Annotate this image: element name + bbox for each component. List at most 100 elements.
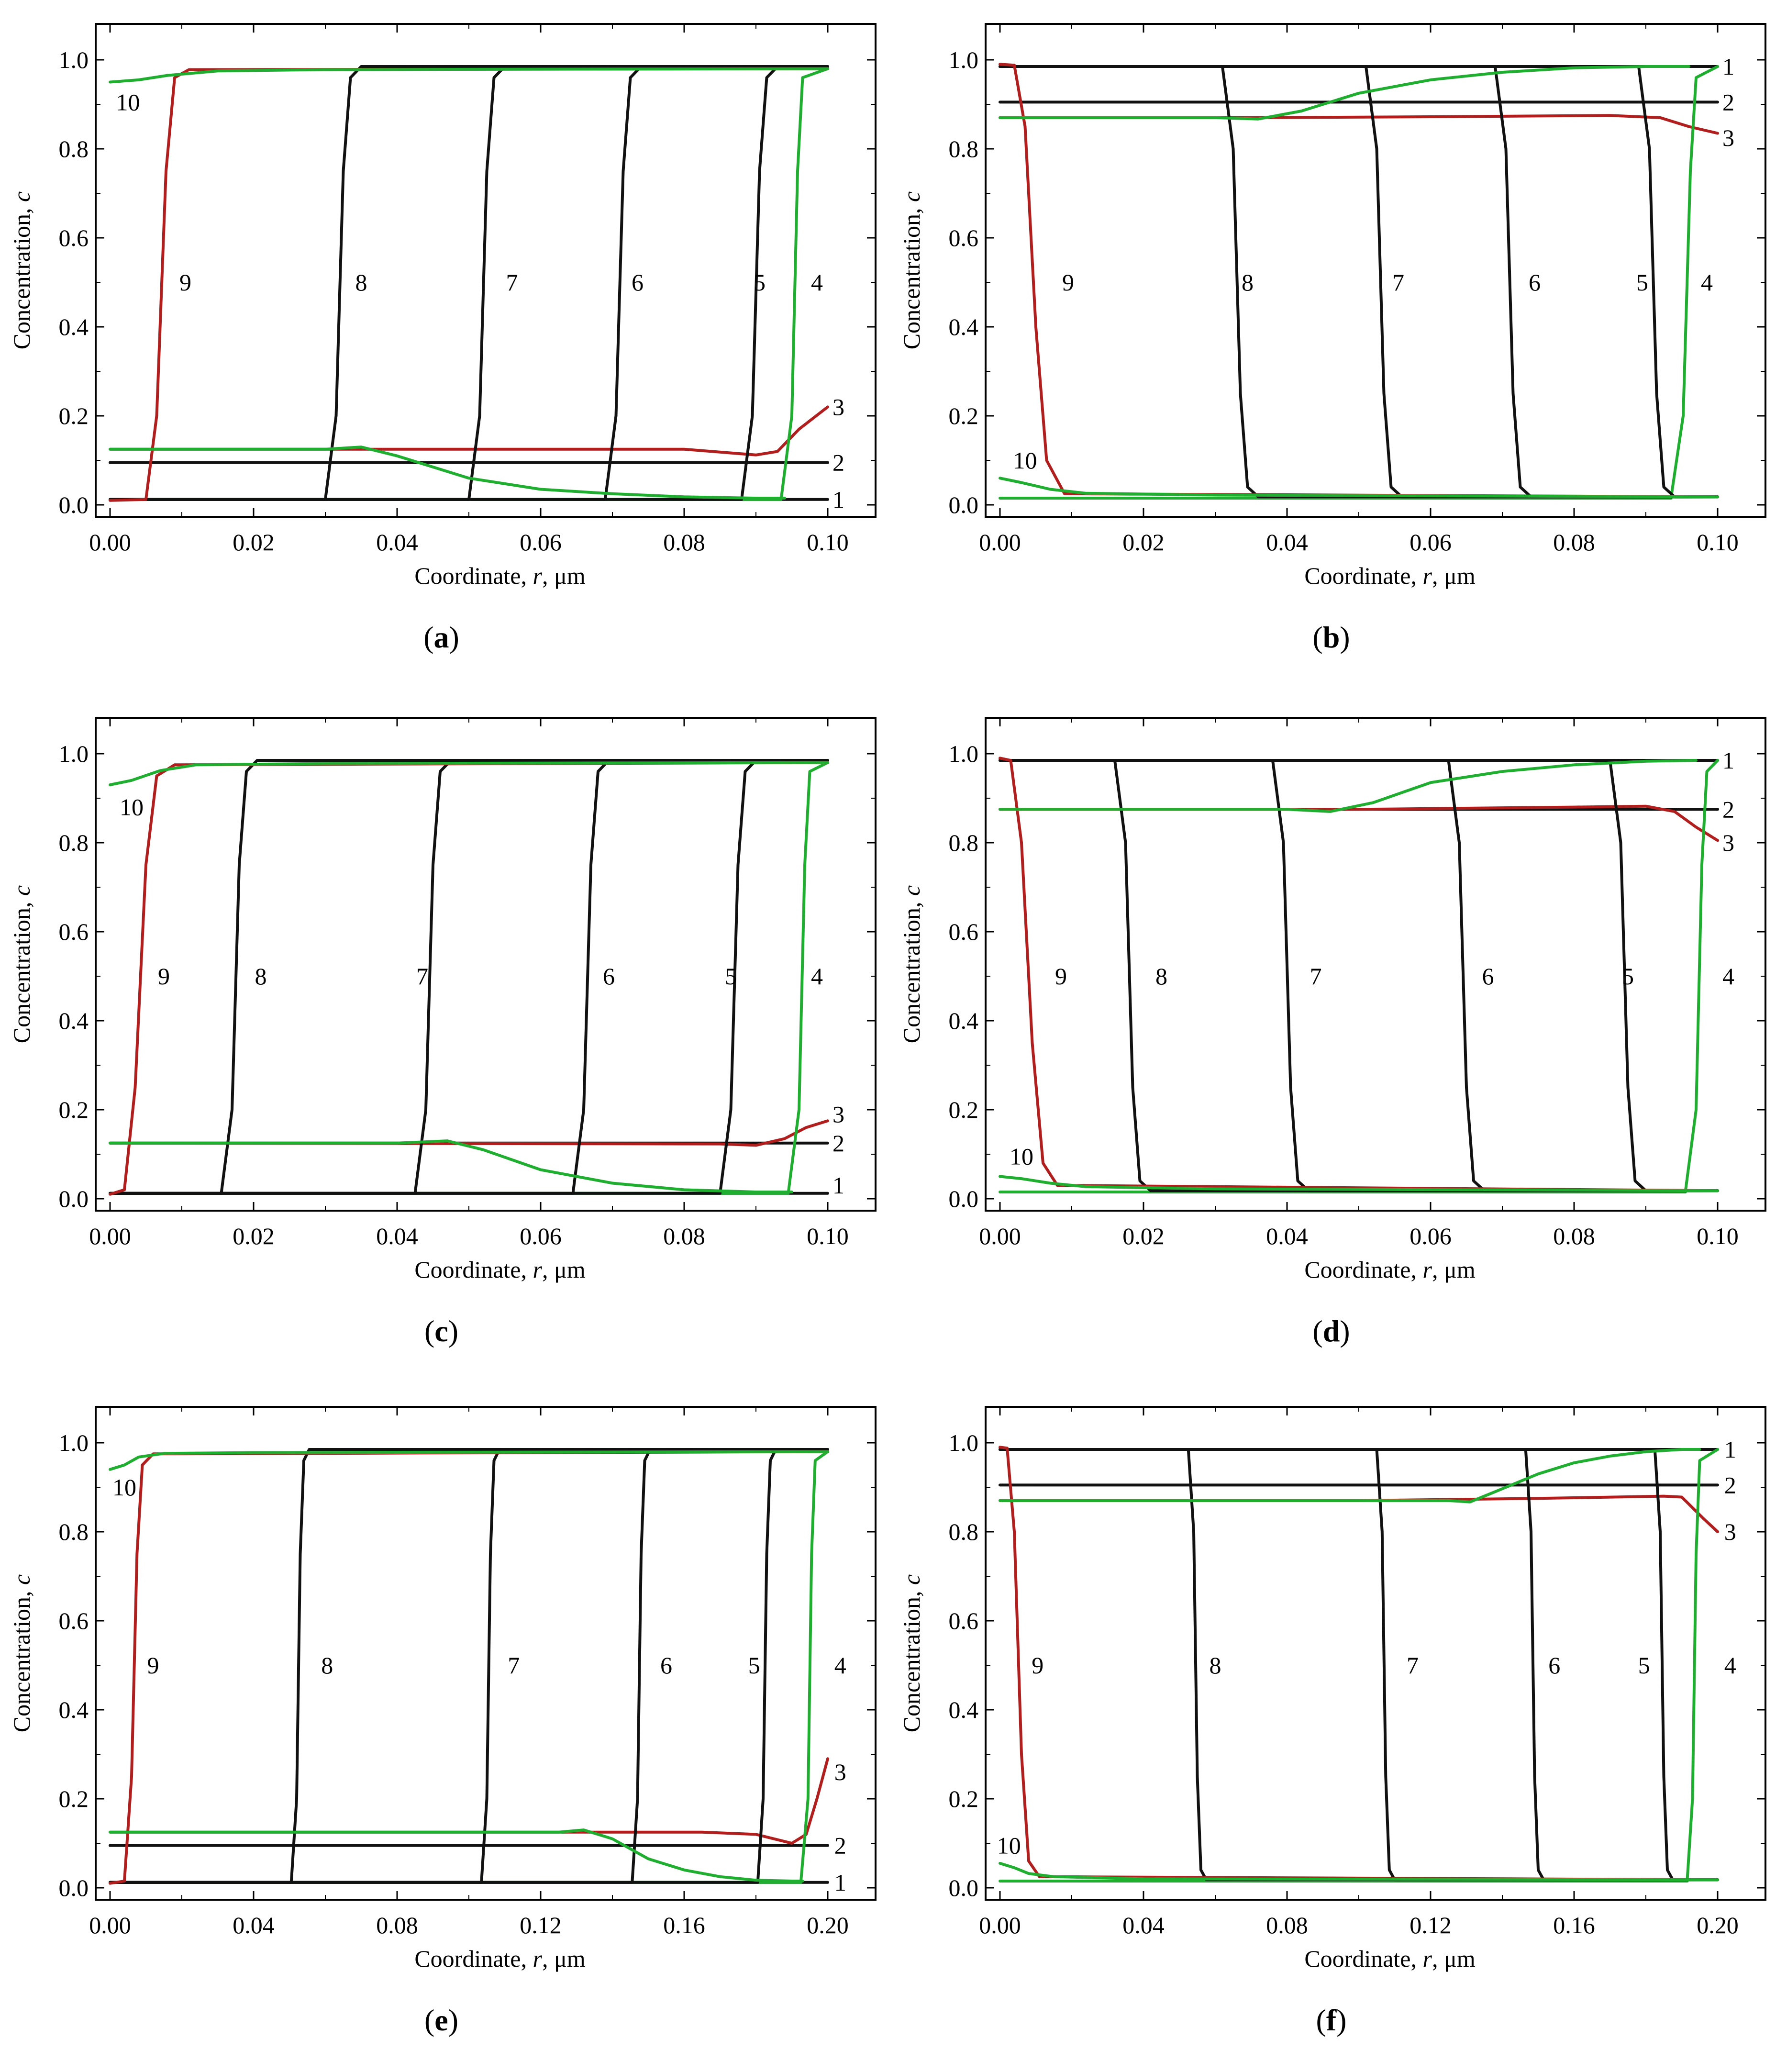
y-tick-label: 1.0 <box>949 46 979 73</box>
x-tick-label: 0.08 <box>663 529 705 556</box>
series-line-8 <box>109 65 829 501</box>
curve-label-3: 3 <box>832 1101 844 1127</box>
x-axis-title: Coordinate, r, μm <box>1304 562 1475 589</box>
y-tick-label: 0.2 <box>949 1785 979 1812</box>
panel-caption-b: (b) <box>1312 620 1350 654</box>
y-axis-title-var: c <box>898 191 925 202</box>
y-axis-title-prefix: Concentration, <box>898 896 925 1043</box>
y-tick-label: 0.0 <box>949 1185 979 1212</box>
series-line-6 <box>999 65 1719 499</box>
curve-label-3: 3 <box>1722 124 1734 151</box>
curve-label-6: 6 <box>660 1652 672 1679</box>
curve-label-8: 8 <box>1155 963 1167 990</box>
y-axis-title: Concentration, c <box>8 191 35 349</box>
x-tick-label: 0.00 <box>89 529 131 556</box>
panel-caption-c: (c) <box>424 1314 459 1348</box>
curve-label-9: 9 <box>158 963 170 990</box>
panel-c: 0.00 0.02 0.04 0.06 0.08 0.10 0.0 0.2 0.4 0.6 0.8 1… <box>0 694 883 1383</box>
series-line-3 <box>999 804 1719 842</box>
y-axis-title: Concentration, c <box>8 1574 35 1732</box>
series-line-8 <box>999 1448 1719 1882</box>
x-tick-label: 0.00 <box>89 1912 131 1938</box>
curve-label-1: 1 <box>834 1869 846 1896</box>
chart-f: 0.00 0.04 0.08 0.12 0.16 0.20 0.0 0.2 0.4 0.6 0.8 1… <box>898 1406 1766 1972</box>
curve-label-9: 9 <box>1032 1652 1043 1679</box>
series-line-10 <box>999 1861 1719 1882</box>
curve-label-5: 5 <box>1636 269 1648 296</box>
x-tick-label: 0.12 <box>1410 1912 1452 1938</box>
x-axis-title: Coordinate, r, μm <box>414 562 585 589</box>
y-tick-label: 0.8 <box>949 1518 979 1545</box>
curve-label-6: 6 <box>1529 269 1541 296</box>
y-tick-label: 0.6 <box>949 918 979 945</box>
series-line-4 <box>109 1450 829 1884</box>
y-axis: 0.0 0.2 0.4 0.6 0.8 1.0 <box>949 46 1765 518</box>
series-line-10 <box>109 761 829 787</box>
x-axis-title-unit: , μm <box>1432 1945 1476 1972</box>
x-axis-title-prefix: Coordinate, <box>414 1945 533 1972</box>
y-tick-label: 0.0 <box>949 491 979 518</box>
x-axis-title: Coordinate, r, μm <box>414 1256 585 1283</box>
curve-label-8: 8 <box>255 963 267 990</box>
curve-label-10: 10 <box>1010 1143 1033 1170</box>
y-tick-label: 0.6 <box>59 918 89 945</box>
chart-a: 0.00 0.02 0.04 0.06 0.08 0.10 0.0 0.2 0.4 0.6 0.8 1… <box>8 23 877 589</box>
curve-label-8: 8 <box>1242 269 1254 296</box>
y-tick-label: 0.4 <box>949 1007 979 1034</box>
series-group <box>999 757 1719 1193</box>
plot-frame <box>95 1406 877 1901</box>
curve-label-2: 2 <box>834 1832 846 1859</box>
panel-caption-d: (d) <box>1312 1314 1350 1348</box>
y-axis: 0.0 0.2 0.4 0.6 0.8 1.0 <box>949 1429 1765 1901</box>
x-tick-label: 0.00 <box>89 1223 131 1249</box>
curve-label-10: 10 <box>1013 447 1037 474</box>
y-tick-label: 0.0 <box>949 1874 979 1901</box>
y-tick-label: 0.2 <box>59 1785 89 1812</box>
x-tick-label: 0.04 <box>1266 529 1308 556</box>
y-tick-label: 1.0 <box>59 46 89 73</box>
x-axis: 0.00 0.02 0.04 0.06 0.08 0.10 <box>89 718 849 1249</box>
series-line-9 <box>999 1446 1719 1882</box>
curve-label-1: 1 <box>1724 1436 1736 1463</box>
plot-frame <box>95 23 877 518</box>
x-axis-title: Coordinate, r, μm <box>1304 1945 1475 1972</box>
x-axis: 0.00 0.04 0.08 0.12 0.16 0.20 <box>979 1407 1739 1938</box>
y-tick-label: 0.6 <box>59 224 89 251</box>
panel-a: 0.00 0.02 0.04 0.06 0.08 0.10 0.0 0.2 0.4 0.6 0.8 1… <box>0 0 883 689</box>
curve-label-6: 6 <box>603 963 615 990</box>
curve-label-2: 2 <box>1724 1471 1736 1498</box>
y-axis-title-var: c <box>898 885 925 896</box>
curve-label-7: 7 <box>1310 963 1322 990</box>
curve-label-2: 2 <box>832 1130 844 1157</box>
y-axis-title-var: c <box>898 1574 925 1585</box>
y-tick-label: 1.0 <box>59 740 89 767</box>
x-tick-label: 0.12 <box>520 1912 562 1938</box>
x-axis: 0.00 0.02 0.04 0.06 0.08 0.10 <box>979 24 1739 556</box>
x-axis-title-var: r <box>1423 1256 1432 1283</box>
x-tick-label: 0.04 <box>376 529 418 556</box>
x-tick-label: 0.10 <box>1697 1223 1739 1249</box>
curve-label-3: 3 <box>1724 1518 1736 1545</box>
curve-label-5: 5 <box>748 1652 760 1679</box>
x-tick-label: 0.02 <box>1122 529 1165 556</box>
x-tick-label: 0.02 <box>1122 1223 1165 1249</box>
series-line-5 <box>109 65 829 501</box>
series-line-extra <box>109 446 786 500</box>
curve-label-7: 7 <box>416 963 428 990</box>
series-line-4 <box>999 65 1719 500</box>
curve-label-1: 1 <box>832 486 844 513</box>
curve-labels: 1 2 3 4 5 6 7 8 9 10 <box>116 89 845 512</box>
panel-caption-a: (a) <box>423 620 459 654</box>
plot-frame <box>985 23 1766 518</box>
x-axis-title-unit: , μm <box>542 562 586 589</box>
x-axis-title-var: r <box>533 562 543 589</box>
curve-label-4: 4 <box>1701 269 1713 296</box>
series-line-9 <box>109 761 829 1196</box>
curve-label-5: 5 <box>725 963 737 990</box>
x-axis-title-var: r <box>1423 1945 1432 1972</box>
x-tick-label: 0.02 <box>233 1223 275 1249</box>
x-axis-title-var: r <box>533 1945 543 1972</box>
x-tick-label: 0.08 <box>663 1223 705 1249</box>
curve-label-10: 10 <box>112 1474 136 1501</box>
x-axis-title-prefix: Coordinate, <box>1304 1945 1422 1972</box>
